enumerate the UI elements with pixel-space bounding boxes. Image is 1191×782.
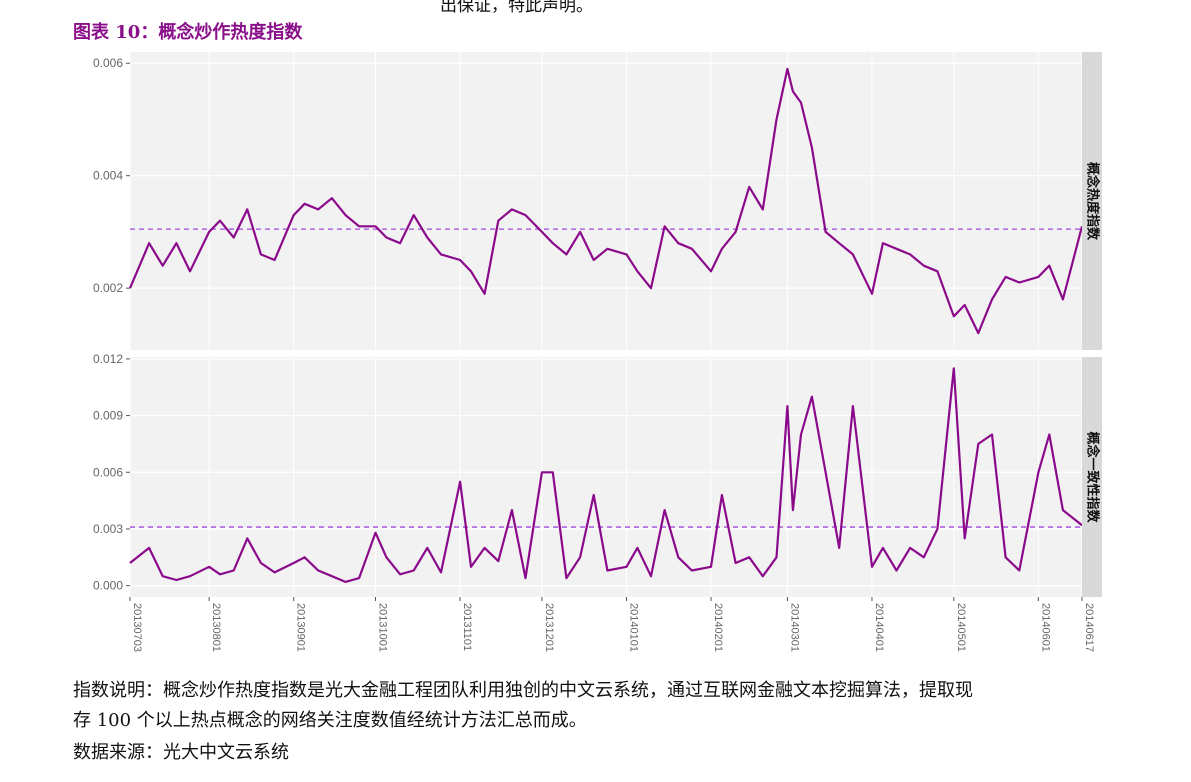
y-tick-label: 0.003 [93,522,123,536]
facet-strip [1082,52,1102,350]
y-tick-label: 0.002 [93,281,123,295]
figure-title: 图表 10：概念炒作热度指数 [73,22,303,43]
x-tick-label: 20130703 [131,603,143,652]
facet-strip-label: 概念一致性指数 [1085,431,1101,523]
faceted-line-chart: 0.002 0.004 0.006 概念热度指数 0.000 0.003 0.006 0.00… [93,52,1102,652]
header-fragment: 出保证，特此声明。 [440,0,593,16]
facet-strip [1082,357,1102,597]
series-line [129,367,1083,584]
index-note-line1: 指数说明：概念炒作热度指数是光大金融工程团队利用独创的中文云系统，通过互联网金融… [73,680,973,701]
y-tick-label: 0.000 [93,579,123,593]
x-tick-label: 20140601 [1039,603,1051,652]
y-tick-label: 0.012 [93,352,123,366]
panel-background [130,52,1082,350]
facet-strip-label: 概念热度指数 [1085,162,1101,241]
y-tick-label: 0.004 [93,169,123,183]
x-tick-label: 20140201 [712,603,724,652]
x-tick-label: 20131101 [461,603,473,651]
y-tick-label: 0.006 [93,465,123,479]
x-tick-label: 20130901 [295,603,307,652]
x-tick-label: 20140301 [788,603,800,652]
x-tick-label: 20140501 [955,603,967,652]
x-tick-label: 20131001 [377,603,389,652]
x-tick-label: 20140101 [627,603,639,652]
x-tick-label: 20131201 [543,603,555,652]
index-note-line2: 存 100 个以上热点概念的网络关注度数值经统计方法汇总而成。 [73,710,587,731]
y-tick-label: 0.006 [93,56,123,70]
x-tick-label: 20140617 [1083,603,1095,652]
series-line [128,67,1084,335]
x-tick-label: 20130801 [210,603,222,652]
y-tick-label: 0.009 [93,409,123,423]
x-tick-label: 20140401 [873,603,885,652]
data-source: 数据来源：光大中文云系统 [73,742,289,763]
